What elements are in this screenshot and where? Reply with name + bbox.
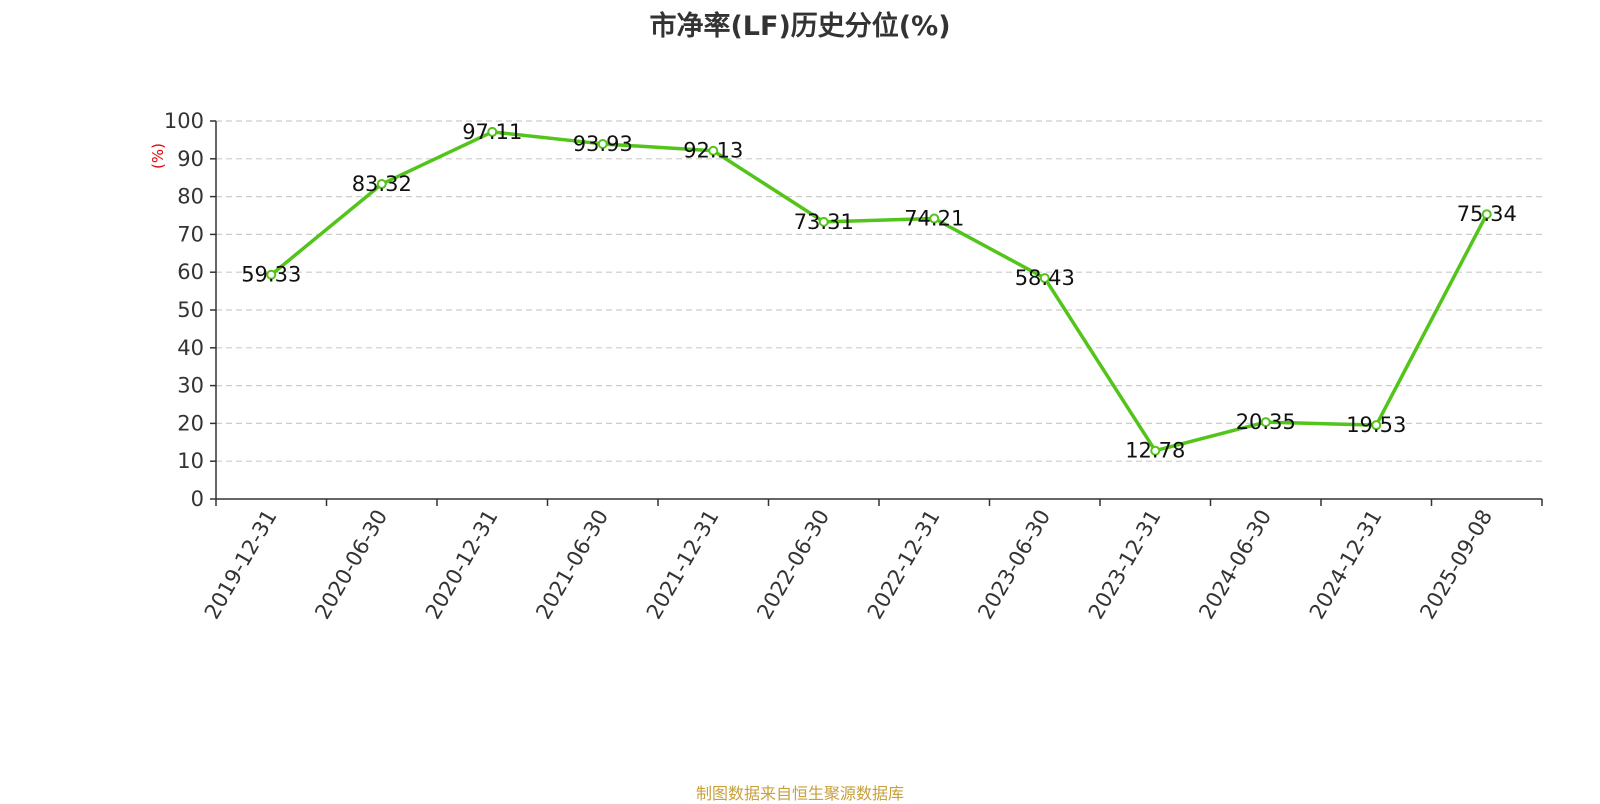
x-tick-label: 2025-09-08 <box>1415 506 1497 624</box>
data-label: 75.34 <box>1457 202 1517 226</box>
x-tick-label: 2022-06-30 <box>752 506 834 624</box>
data-label: 92.13 <box>683 139 743 163</box>
source-note: 制图数据来自恒生聚源数据库 <box>0 780 1600 804</box>
y-tick-label: 30 <box>177 374 204 398</box>
grid-lines <box>216 121 1542 461</box>
series-line <box>271 132 1487 451</box>
y-tick-label: 20 <box>177 411 204 435</box>
data-label: 74.21 <box>904 206 964 230</box>
y-tick-label: 10 <box>177 449 204 473</box>
data-label: 97.11 <box>462 120 522 144</box>
data-label: 59.33 <box>241 263 301 287</box>
y-tick-label: 70 <box>177 222 204 246</box>
y-tick-label: 40 <box>177 336 204 360</box>
data-label: 12.78 <box>1125 439 1185 463</box>
x-tick-label: 2023-12-31 <box>1084 506 1166 624</box>
x-tick-label: 2020-12-31 <box>421 506 503 624</box>
data-label: 83.32 <box>352 172 412 196</box>
x-tick-label: 2023-06-30 <box>973 506 1055 624</box>
data-label: 58.43 <box>1015 266 1075 290</box>
y-tick-label: 90 <box>177 147 204 171</box>
data-label: 19.53 <box>1346 413 1406 437</box>
x-tick-label: 2024-06-30 <box>1194 506 1276 624</box>
y-tick-label: 100 <box>164 109 204 133</box>
x-tick-label: 2019-12-31 <box>200 506 282 624</box>
y-axis-label: (%) <box>149 143 167 169</box>
data-label: 20.35 <box>1236 410 1296 434</box>
data-labels: 59.33 83.32 97.11 93.93 92.13 73.31 74.21 58.43… <box>241 120 1517 463</box>
y-tick-label: 50 <box>177 298 204 322</box>
y-tick-label: 80 <box>177 185 204 209</box>
x-tick-label: 2021-06-30 <box>531 506 613 624</box>
y-tick-label: 60 <box>177 260 204 284</box>
x-tick-label: 2022-12-31 <box>863 506 945 624</box>
x-tick-label: 2020-06-30 <box>310 506 392 624</box>
x-tick-label: 2024-12-31 <box>1305 506 1387 624</box>
y-tick-label: 0 <box>191 487 204 511</box>
series <box>267 128 1491 455</box>
x-tick-label: 2021-12-31 <box>642 506 724 624</box>
data-label: 73.31 <box>794 210 854 234</box>
data-label: 93.93 <box>573 132 633 156</box>
